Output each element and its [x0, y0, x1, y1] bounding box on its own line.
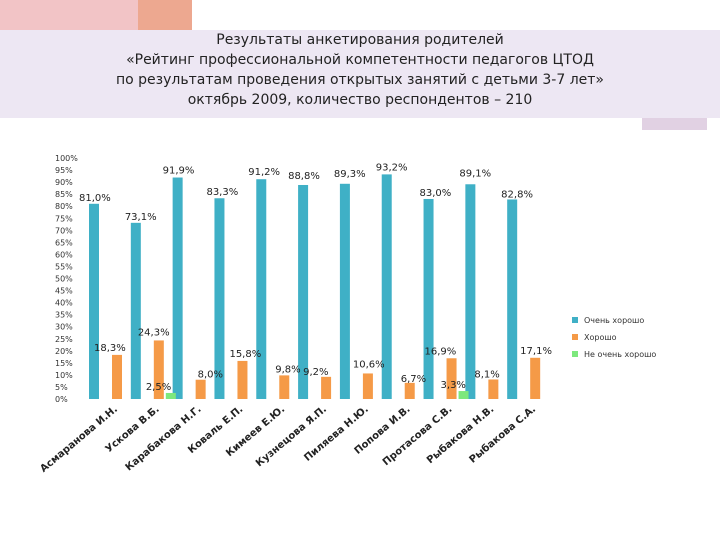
- data-label: 15,8%: [229, 349, 261, 360]
- y-tick-label: 80%: [55, 202, 73, 211]
- bar-very-good: [465, 184, 476, 399]
- bar-good: [530, 357, 541, 399]
- bar-very-good: [298, 184, 309, 399]
- legend-label: Не очень хорошо: [584, 350, 656, 359]
- y-tick-label: 55%: [55, 262, 73, 271]
- data-label: 8,0%: [198, 370, 223, 381]
- bar-not-very-good: [165, 392, 176, 399]
- y-tick-label: 35%: [55, 311, 73, 320]
- bar-good: [112, 354, 122, 399]
- y-tick-label: 100%: [55, 154, 78, 163]
- data-label: 73,1%: [125, 212, 157, 223]
- data-label: 2,5%: [146, 382, 171, 393]
- y-tick-label: 25%: [55, 335, 73, 344]
- data-label: 83,0%: [420, 188, 452, 199]
- data-label: 9,8%: [275, 364, 300, 375]
- data-label: 9,2%: [303, 367, 328, 378]
- title-band: Результаты анкетирования родителей «Рейт…: [0, 30, 720, 118]
- y-tick-label: 40%: [55, 299, 73, 308]
- data-label: 10,6%: [353, 359, 385, 370]
- legend-swatch: [572, 334, 578, 340]
- decor-block-pink: [0, 0, 138, 32]
- legend-swatch: [572, 351, 578, 357]
- bar-good: [237, 360, 248, 399]
- bar-not-very-good: [458, 391, 469, 399]
- data-label: 91,9%: [163, 166, 195, 177]
- bar-very-good: [381, 174, 392, 399]
- y-tick-label: 0%: [55, 395, 68, 404]
- data-label: 16,9%: [425, 346, 457, 357]
- data-label: 8,1%: [474, 369, 499, 380]
- chart-title-line-4: октябрь 2009, количество респондентов – …: [187, 92, 533, 108]
- data-label: 82,8%: [501, 189, 533, 200]
- bar-good: [279, 375, 290, 399]
- data-label: 3,3%: [441, 380, 466, 391]
- chart-title-line-2: «Рейтинг профессиональной компетентности…: [126, 52, 594, 68]
- data-label: 93,2%: [376, 162, 408, 173]
- y-tick-label: 30%: [55, 323, 73, 332]
- bar-very-good: [339, 183, 350, 399]
- bar-very-good: [130, 222, 141, 399]
- legend-label: Очень хорошо: [584, 316, 644, 325]
- x-tick-label: Кузнецова Я.П.: [254, 404, 329, 469]
- bar-very-good: [172, 177, 183, 399]
- y-tick-label: 65%: [55, 238, 73, 247]
- bar-good: [321, 376, 332, 399]
- bar-good: [153, 340, 164, 399]
- data-label: 6,7%: [401, 374, 426, 385]
- bar-very-good: [507, 199, 518, 399]
- x-tick-label: Асмаранова И.Н.: [38, 404, 120, 475]
- y-tick-label: 75%: [55, 214, 73, 223]
- y-tick-label: 15%: [55, 359, 73, 368]
- data-label: 81,0%: [79, 193, 111, 204]
- bar-very-good: [423, 198, 434, 399]
- bar-good: [488, 379, 499, 399]
- data-label: 24,3%: [138, 327, 170, 338]
- bar-good: [195, 379, 206, 399]
- y-tick-label: 85%: [55, 190, 73, 199]
- legend-swatch: [572, 317, 578, 323]
- chart-title-line-1: Результаты анкетирования родителей: [216, 32, 504, 48]
- y-tick-label: 50%: [55, 275, 73, 284]
- y-tick-label: 20%: [55, 347, 73, 356]
- data-label: 83,3%: [206, 187, 238, 198]
- bar-good: [446, 358, 457, 399]
- y-tick-label: 45%: [55, 287, 73, 296]
- bar-good: [362, 373, 373, 399]
- chart-title-line-3: по результатам проведения открытых занят…: [116, 72, 604, 88]
- y-tick-label: 60%: [55, 250, 73, 259]
- x-tick-label: Протасова С.В.: [381, 404, 455, 468]
- data-label: 89,3%: [334, 169, 366, 180]
- x-tick-label: Рыбакова Н.В.: [424, 403, 496, 466]
- y-tick-label: 10%: [55, 371, 73, 380]
- data-label: 17,1%: [520, 346, 552, 357]
- bar-very-good: [256, 179, 267, 399]
- data-label: 88,8%: [288, 171, 320, 182]
- data-label: 91,2%: [248, 167, 280, 178]
- bar-very-good: [214, 198, 225, 399]
- y-tick-label: 5%: [55, 383, 68, 392]
- data-label: 18,3%: [94, 343, 126, 354]
- x-tick-label: Карабакова Н.Г.: [123, 403, 204, 473]
- bar-good: [404, 382, 415, 399]
- y-tick-label: 90%: [55, 178, 73, 187]
- legend-label: Хорошо: [584, 333, 617, 342]
- y-tick-label: 70%: [55, 226, 73, 235]
- y-tick-label: 95%: [55, 166, 73, 175]
- data-label: 89,1%: [459, 168, 491, 179]
- bar-very-good: [89, 203, 99, 399]
